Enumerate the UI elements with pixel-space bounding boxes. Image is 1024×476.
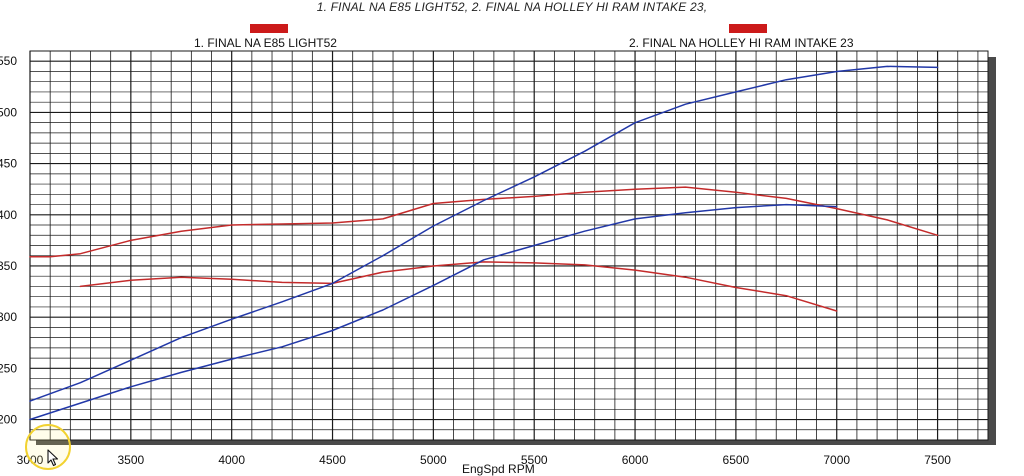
x-axis-label: EngSpd RPM (462, 462, 535, 476)
series-run2-power (29, 203, 838, 421)
series-run2-torque (79, 261, 838, 312)
x-tick-label: 6500 (723, 453, 750, 467)
series-run1-power (29, 65, 939, 402)
x-tick-label: 6000 (622, 453, 649, 467)
x-tick-label: 5500 (521, 453, 548, 467)
major-grid (29, 51, 988, 440)
mouse-cursor-icon (47, 449, 59, 467)
y-tick-label: 500 (0, 105, 17, 119)
series-run1-torque (29, 186, 939, 258)
y-tick-label: 300 (0, 310, 17, 324)
legend-swatch-run2 (729, 24, 767, 33)
y-tick-label: 400 (0, 208, 17, 222)
chart-run-title: 1. FINAL NA E85 LIGHT52, 2. FINAL NA HOL… (316, 0, 708, 14)
x-tick-label: 5000 (420, 453, 447, 467)
y-tick-label: 450 (0, 157, 17, 171)
y-tick-label: 200 (0, 413, 17, 427)
legend-label-run1: 1. FINAL NA E85 LIGHT52 (194, 36, 337, 50)
legend-label-run2: 2. FINAL NA HOLLEY HI RAM INTAKE 23 (629, 36, 854, 50)
series-layer (29, 65, 939, 421)
y-tick-label: 550 (0, 54, 17, 68)
y-tick-label: 250 (0, 361, 17, 375)
x-tick-label: 4000 (218, 453, 245, 467)
x-tick-label: 4500 (319, 453, 346, 467)
x-tick-label: 3500 (117, 453, 144, 467)
x-tick-label: 7500 (924, 453, 951, 467)
x-tick-label: 7000 (823, 453, 850, 467)
y-tick-label: 350 (0, 259, 17, 273)
minor-grid (30, 50, 988, 440)
legend-swatch-run1 (250, 24, 288, 33)
